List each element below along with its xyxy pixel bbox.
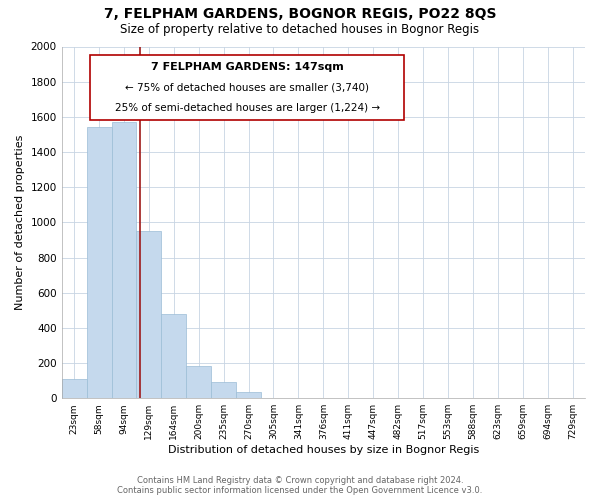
Bar <box>211 382 236 398</box>
Bar <box>91 56 404 120</box>
Bar <box>112 122 136 398</box>
Bar <box>86 128 112 398</box>
Text: 7 FELPHAM GARDENS: 147sqm: 7 FELPHAM GARDENS: 147sqm <box>151 62 344 72</box>
Bar <box>62 379 86 398</box>
Bar <box>161 314 186 398</box>
Y-axis label: Number of detached properties: Number of detached properties <box>15 134 25 310</box>
Text: Size of property relative to detached houses in Bognor Regis: Size of property relative to detached ho… <box>121 22 479 36</box>
Text: 25% of semi-detached houses are larger (1,224) →: 25% of semi-detached houses are larger (… <box>115 103 380 113</box>
Text: Contains HM Land Registry data © Crown copyright and database right 2024.
Contai: Contains HM Land Registry data © Crown c… <box>118 476 482 495</box>
Text: ← 75% of detached houses are smaller (3,740): ← 75% of detached houses are smaller (3,… <box>125 82 370 92</box>
X-axis label: Distribution of detached houses by size in Bognor Regis: Distribution of detached houses by size … <box>168 445 479 455</box>
Bar <box>186 366 211 398</box>
Text: 7, FELPHAM GARDENS, BOGNOR REGIS, PO22 8QS: 7, FELPHAM GARDENS, BOGNOR REGIS, PO22 8… <box>104 8 496 22</box>
Bar <box>136 231 161 398</box>
Bar <box>236 392 261 398</box>
